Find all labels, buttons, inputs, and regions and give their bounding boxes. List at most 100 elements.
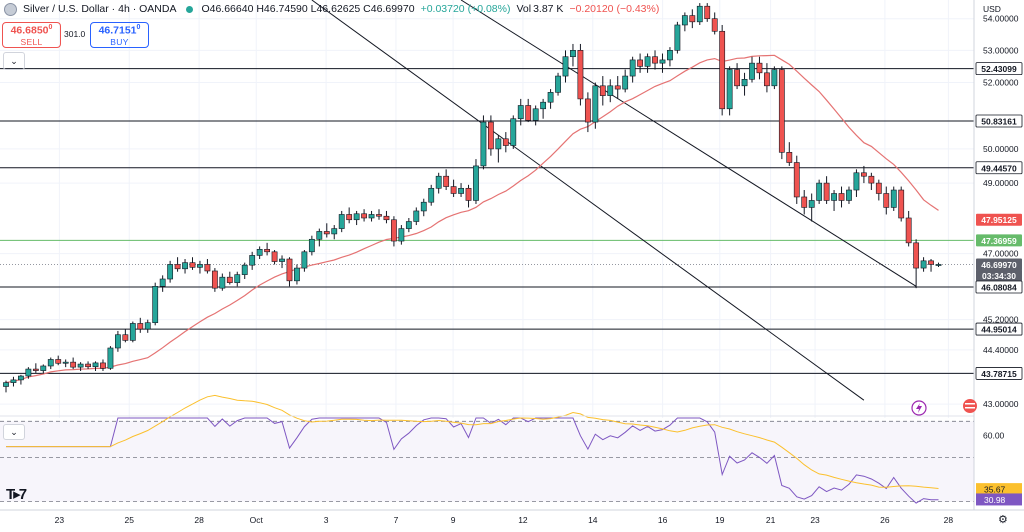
candle-body [935, 264, 942, 266]
candle [331, 225, 338, 240]
candle-body [570, 50, 576, 58]
candle [10, 376, 17, 387]
candle [338, 210, 345, 233]
candle [211, 268, 218, 292]
time-tick-label: Oct [250, 515, 264, 525]
candle [756, 56, 763, 80]
candle-body [353, 213, 360, 221]
candle [62, 359, 69, 368]
candle [32, 363, 39, 373]
candle [473, 159, 479, 204]
candle [890, 186, 897, 211]
candle [234, 271, 241, 287]
candle-body [241, 264, 248, 275]
price-label: 49.44570 [975, 161, 1023, 175]
candle-body [129, 323, 136, 341]
candle-body [338, 214, 345, 229]
candle-body [465, 187, 472, 201]
candle-body [70, 361, 77, 368]
price-label: 50.83161 [975, 114, 1023, 128]
candle-body [234, 274, 241, 283]
collapse-legend-button[interactable]: ⌄ [3, 52, 25, 70]
sell-label: SELL [20, 36, 43, 47]
price-label-box [975, 114, 1023, 128]
candle-body [85, 363, 91, 368]
candle [622, 69, 629, 93]
sma-line [5, 54, 939, 384]
sell-button[interactable]: 46.68500 SELL [2, 22, 61, 48]
candle [667, 47, 673, 67]
candle [562, 50, 569, 83]
candle-body [637, 59, 643, 67]
volume-readout: 3.87 K [533, 3, 564, 15]
buy-button[interactable]: 46.71510 BUY [90, 22, 149, 48]
collapse-rsi-button[interactable]: ⌄ [3, 424, 25, 440]
candle [510, 115, 517, 149]
candle [264, 242, 270, 256]
chevron-down-icon: ⌄ [10, 55, 18, 66]
ohlc-readout: O46.66640 H46.74590 L46.62625 C46.69970 [201, 3, 415, 15]
time-tick-label: 7 [394, 515, 399, 525]
candle [793, 155, 800, 204]
candle [719, 24, 726, 116]
candle [353, 210, 360, 226]
candle-body [525, 105, 532, 121]
candle-body [368, 214, 375, 219]
candle-body [226, 276, 233, 283]
candle-body [137, 323, 144, 330]
change-readout: +0.03720 (+0.08%) [420, 3, 511, 15]
candle-body [100, 362, 106, 369]
candle-body [868, 175, 875, 184]
candle-body [823, 182, 830, 201]
candle-body [846, 189, 852, 201]
alert-icon [911, 400, 927, 416]
candle [495, 135, 502, 163]
candle-body [860, 172, 867, 177]
candle-body [443, 175, 450, 187]
candle [502, 132, 509, 153]
candle-body [592, 85, 599, 123]
candle [413, 207, 420, 226]
candle [928, 259, 934, 272]
candle-body [547, 92, 554, 103]
price-tick-label: 54.00000 [983, 14, 1019, 24]
candle [570, 43, 576, 67]
candle-body [920, 260, 927, 269]
candle-body [47, 359, 54, 367]
chart-header: Silver / U.S. Dollar · 4h · OANDA O46.66… [0, 0, 659, 18]
candle [883, 186, 890, 215]
candle-body [734, 69, 740, 87]
candle [294, 264, 300, 285]
candle [271, 250, 278, 265]
candle [77, 362, 84, 371]
candle [152, 282, 159, 326]
volume-change-readout: −0.20120 (−0.43%) [569, 3, 660, 15]
candle [226, 271, 233, 285]
currency-label[interactable]: USD [983, 4, 1001, 14]
price-tick-label: 49.00000 [983, 178, 1019, 188]
symbol-title[interactable]: Silver / U.S. Dollar · 4h · OANDA [23, 3, 177, 15]
candle [435, 172, 442, 194]
settings-gear-icon[interactable]: ⚙ [998, 514, 1008, 526]
candle [935, 262, 942, 267]
candle [853, 169, 860, 197]
candle [778, 66, 785, 160]
candle [100, 359, 106, 371]
spread-value: 301.0 [64, 29, 86, 39]
time-tick-label: 28 [944, 515, 954, 525]
candle [674, 21, 681, 54]
price-tick-label: 45.20000 [983, 315, 1019, 325]
candle [644, 53, 651, 73]
candle [801, 190, 808, 215]
candle [25, 367, 32, 379]
candle [808, 193, 815, 222]
candle [816, 179, 823, 204]
candle [450, 179, 457, 197]
candle-body [115, 334, 121, 349]
price-tick-label: 52.00000 [983, 78, 1019, 88]
time-tick-label: 16 [658, 515, 668, 525]
price-tick-label: 53.00000 [983, 45, 1019, 55]
symbol-icon [4, 2, 17, 16]
